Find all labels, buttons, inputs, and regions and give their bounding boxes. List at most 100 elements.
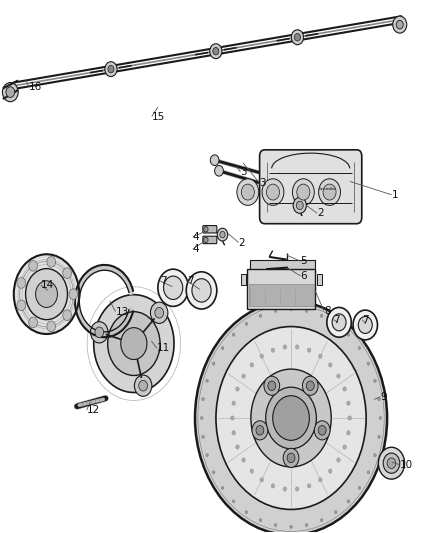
Circle shape <box>318 425 326 435</box>
Circle shape <box>290 308 292 311</box>
Circle shape <box>6 87 14 98</box>
Circle shape <box>318 354 322 358</box>
Circle shape <box>305 309 308 312</box>
Circle shape <box>25 269 67 320</box>
Text: 10: 10 <box>400 460 413 470</box>
Circle shape <box>271 484 275 488</box>
Circle shape <box>17 300 26 311</box>
Circle shape <box>358 346 361 350</box>
Text: 16: 16 <box>29 82 42 92</box>
Circle shape <box>268 381 276 391</box>
Circle shape <box>383 453 400 473</box>
Circle shape <box>213 47 219 55</box>
Bar <box>251 260 314 295</box>
Circle shape <box>204 227 208 232</box>
Circle shape <box>348 416 351 420</box>
Text: 14: 14 <box>41 280 54 290</box>
Circle shape <box>236 445 239 449</box>
Circle shape <box>337 458 340 462</box>
Circle shape <box>283 487 286 491</box>
Text: brembo: brembo <box>319 188 337 191</box>
Circle shape <box>334 322 337 326</box>
Circle shape <box>259 314 262 317</box>
Circle shape <box>374 454 376 457</box>
Bar <box>241 274 246 285</box>
Circle shape <box>94 295 174 392</box>
Circle shape <box>334 511 337 514</box>
Text: 11: 11 <box>157 343 170 353</box>
Bar <box>317 274 322 285</box>
Circle shape <box>105 62 117 77</box>
Circle shape <box>302 376 318 395</box>
FancyBboxPatch shape <box>203 225 217 233</box>
Text: 15: 15 <box>152 111 165 122</box>
Circle shape <box>307 484 311 488</box>
Text: 7: 7 <box>333 314 340 325</box>
Circle shape <box>378 447 405 479</box>
Circle shape <box>242 458 245 462</box>
Text: 12: 12 <box>87 405 100 415</box>
Circle shape <box>367 362 370 365</box>
Circle shape <box>206 454 208 457</box>
Circle shape <box>320 519 323 522</box>
Circle shape <box>283 448 299 467</box>
Circle shape <box>63 268 71 278</box>
Circle shape <box>347 500 350 503</box>
Circle shape <box>245 322 247 326</box>
Circle shape <box>271 348 275 352</box>
Circle shape <box>29 317 38 328</box>
Circle shape <box>346 431 350 435</box>
Circle shape <box>328 469 332 473</box>
Circle shape <box>221 486 224 489</box>
Circle shape <box>69 289 78 300</box>
Circle shape <box>63 310 71 320</box>
Circle shape <box>260 478 264 482</box>
Text: 6: 6 <box>300 271 307 281</box>
Bar <box>247 269 315 309</box>
Circle shape <box>250 363 254 367</box>
Circle shape <box>232 401 236 405</box>
Bar <box>249 285 314 306</box>
Circle shape <box>220 231 225 238</box>
Circle shape <box>215 165 223 176</box>
Circle shape <box>283 345 286 349</box>
Circle shape <box>295 345 299 349</box>
Circle shape <box>287 453 295 463</box>
Circle shape <box>264 376 279 395</box>
Circle shape <box>250 469 254 473</box>
Circle shape <box>206 379 208 382</box>
Circle shape <box>251 369 331 467</box>
Circle shape <box>29 261 38 271</box>
Circle shape <box>192 279 211 302</box>
Circle shape <box>47 256 56 267</box>
Circle shape <box>318 478 322 482</box>
Circle shape <box>237 179 259 205</box>
Circle shape <box>204 237 208 243</box>
Circle shape <box>259 519 262 522</box>
Circle shape <box>232 333 235 336</box>
Text: 4: 4 <box>193 244 199 254</box>
Circle shape <box>274 523 277 527</box>
Circle shape <box>393 16 407 33</box>
Circle shape <box>201 416 203 419</box>
Circle shape <box>260 354 264 358</box>
Circle shape <box>296 201 303 209</box>
Circle shape <box>252 421 268 440</box>
Circle shape <box>139 381 148 391</box>
Circle shape <box>47 321 56 332</box>
Circle shape <box>212 362 215 365</box>
Circle shape <box>95 327 104 337</box>
Circle shape <box>328 363 332 367</box>
Circle shape <box>396 20 403 29</box>
Circle shape <box>367 471 370 474</box>
Text: 2: 2 <box>239 238 245 247</box>
Circle shape <box>293 197 306 213</box>
Circle shape <box>323 184 336 200</box>
Circle shape <box>163 276 183 300</box>
Circle shape <box>295 487 299 491</box>
Circle shape <box>273 395 309 440</box>
Text: 8: 8 <box>324 305 330 316</box>
Circle shape <box>256 425 264 435</box>
Text: 7: 7 <box>160 276 167 286</box>
Circle shape <box>236 387 239 391</box>
